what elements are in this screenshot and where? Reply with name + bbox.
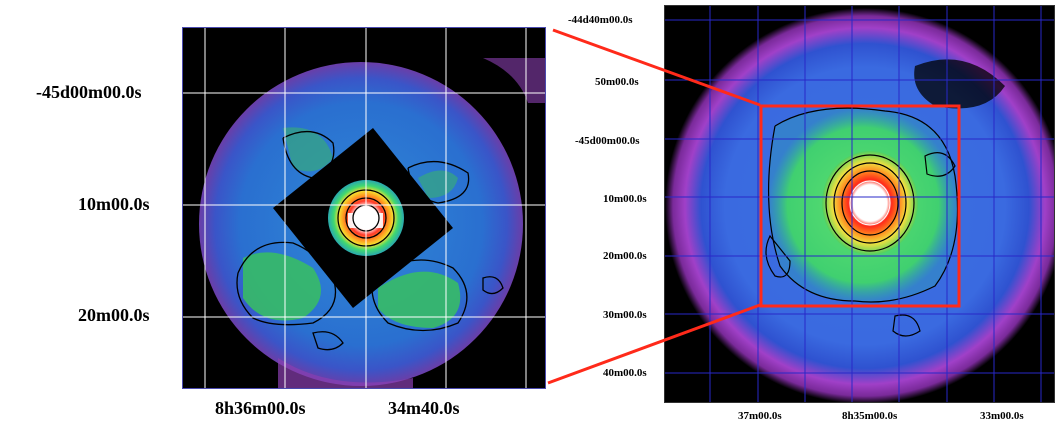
right-xtick-1: 8h35m00.0s bbox=[842, 410, 898, 422]
right-sky-image bbox=[664, 5, 1055, 403]
right-xtick-2: 33m00.0s bbox=[980, 410, 1024, 422]
left-ytick-0: -45d00m00.0s bbox=[36, 82, 142, 102]
right-ytick-3: 10m00.0s bbox=[603, 193, 647, 205]
right-ytick-2: -45d00m00.0s bbox=[575, 135, 640, 147]
left-coordinate-grid bbox=[183, 28, 545, 388]
right-bright-core bbox=[822, 151, 918, 255]
right-xtick-0: 37m00.0s bbox=[738, 410, 782, 422]
right-ytick-6: 40m00.0s bbox=[603, 367, 647, 379]
right-ytick-0: -44d40m00.0s bbox=[568, 14, 633, 26]
left-xtick-1: 34m40.0s bbox=[388, 398, 460, 418]
left-ytick-2: 20m00.0s bbox=[78, 305, 150, 325]
right-ytick-5: 30m00.0s bbox=[603, 309, 647, 321]
right-zoom-box bbox=[759, 104, 961, 308]
left-sky-image bbox=[182, 27, 546, 389]
left-sky-image-svg bbox=[183, 28, 545, 388]
left-xtick-0: 8h36m00.0s bbox=[215, 398, 306, 418]
right-sky-image-svg bbox=[665, 6, 1054, 402]
right-ytick-4: 20m00.0s bbox=[603, 250, 647, 262]
left-ytick-1: 10m00.0s bbox=[78, 194, 150, 214]
right-ytick-1: 50m00.0s bbox=[595, 76, 639, 88]
